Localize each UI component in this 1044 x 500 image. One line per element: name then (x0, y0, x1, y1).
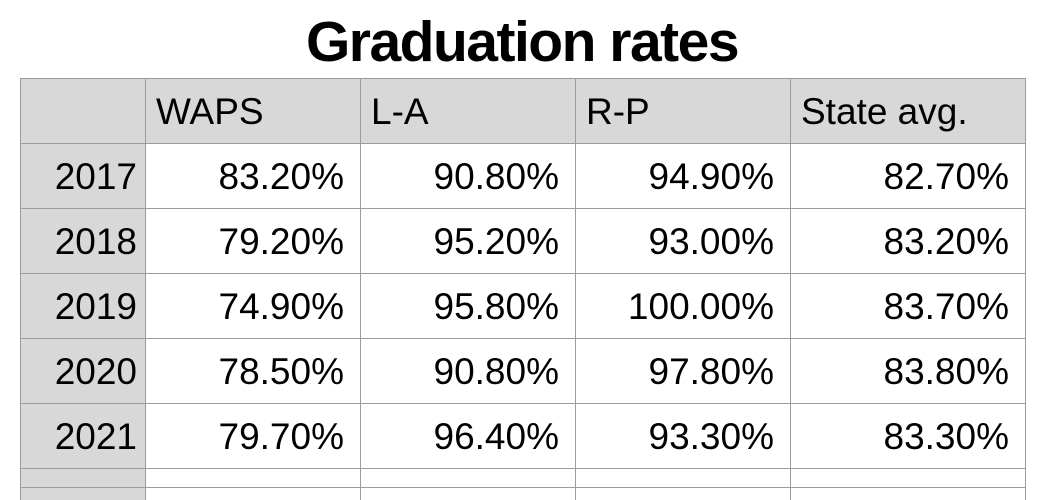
value-cell: 95.20% (360, 208, 576, 274)
graduation-table: WAPS L-A R-P State avg. 2017 83.20% 90.80% 94.9… (20, 78, 1026, 500)
value-cell: 90.80% (360, 338, 576, 404)
clipped-row (20, 468, 1026, 488)
table-row: 2020 78.50% 90.80% 97.80% 83.80% (20, 338, 1026, 404)
year-cell: 2021 (20, 403, 146, 469)
value-cell: 90.80% (360, 143, 576, 209)
value-cell: 82.70% (790, 143, 1026, 209)
table-row: 2017 83.20% 90.80% 94.90% 82.70% (20, 143, 1026, 209)
value-cell: 83.30% (790, 403, 1026, 469)
value-cell: 96.40% (360, 403, 576, 469)
year-cell: 2017 (20, 143, 146, 209)
table-row: 2019 74.90% 95.80% 100.00% 83.70% (20, 273, 1026, 339)
value-cell: 83.20% (790, 208, 1026, 274)
value-cell: 95.80% (360, 273, 576, 339)
header-row: WAPS L-A R-P State avg. (20, 78, 1026, 144)
value-cell (790, 487, 1026, 500)
value-cell: 78.50% (145, 338, 361, 404)
value-cell (575, 487, 791, 500)
value-cell: 83.80% (790, 338, 1026, 404)
value-cell: 83.70% (790, 273, 1026, 339)
year-cell: 2020 (20, 338, 146, 404)
table-row: 2018 79.20% 95.20% 93.00% 83.20% (20, 208, 1026, 274)
value-cell (145, 468, 361, 488)
clipped-row (20, 487, 1026, 500)
column-header: L-A (360, 78, 576, 144)
value-cell (360, 487, 576, 500)
column-header: R-P (575, 78, 791, 144)
value-cell (145, 487, 361, 500)
year-cell (20, 468, 146, 488)
value-cell: 79.70% (145, 403, 361, 469)
value-cell: 79.20% (145, 208, 361, 274)
value-cell (360, 468, 576, 488)
value-cell: 100.00% (575, 273, 791, 339)
value-cell (790, 468, 1026, 488)
page-title: Graduation rates (305, 10, 740, 74)
value-cell: 93.00% (575, 208, 791, 274)
value-cell: 83.20% (145, 143, 361, 209)
table-row: 2021 79.70% 96.40% 93.30% 83.30% (20, 403, 1026, 469)
year-cell: 2018 (20, 208, 146, 274)
value-cell: 97.80% (575, 338, 791, 404)
value-cell: 93.30% (575, 403, 791, 469)
year-cell (20, 487, 146, 500)
corner-cell (20, 78, 146, 144)
value-cell: 74.90% (145, 273, 361, 339)
year-cell: 2019 (20, 273, 146, 339)
value-cell: 94.90% (575, 143, 791, 209)
value-cell (575, 468, 791, 488)
column-header: State avg. (790, 78, 1026, 144)
column-header: WAPS (145, 78, 361, 144)
